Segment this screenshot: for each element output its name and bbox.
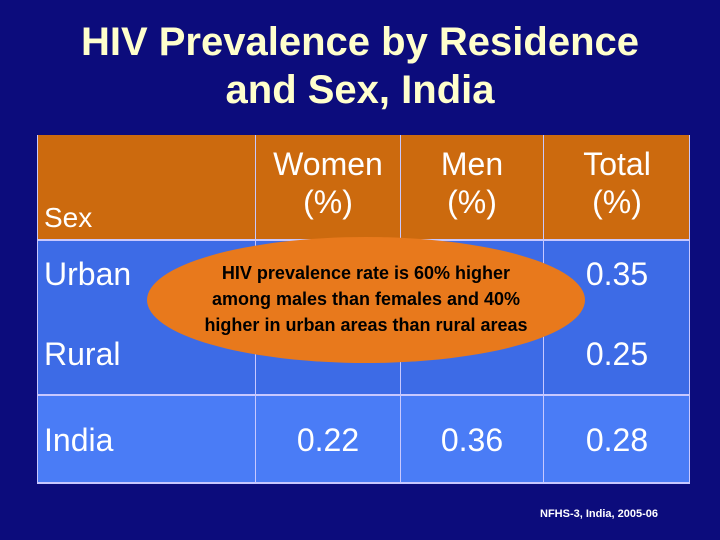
rule	[689, 135, 690, 483]
header-cell: (%)	[447, 184, 497, 220]
callout: HIV prevalence rate is 60% higher among …	[147, 260, 585, 338]
row-label: Rural	[44, 336, 121, 372]
header-cell: Men	[440, 146, 504, 182]
header-cell: Total	[583, 146, 651, 182]
title-line: HIV Prevalence by Residence	[80, 20, 640, 64]
callout-line: higher in urban areas than rural areas	[204, 315, 528, 335]
rule	[37, 482, 690, 484]
header-cell: (%)	[592, 184, 642, 220]
title-line: and Sex, India	[225, 68, 495, 112]
header-cell: Women	[273, 146, 383, 182]
row-label: Urban	[44, 256, 132, 292]
header-row	[37, 135, 690, 240]
rule	[37, 394, 690, 396]
cell: 0.22	[296, 422, 360, 458]
header-cell: (%)	[303, 184, 353, 220]
row-label: India	[44, 422, 114, 458]
cell: 0.25	[585, 336, 649, 372]
callout-line: HIV prevalence rate is 60% higher	[221, 263, 511, 283]
callout-line: among males than females and 40%	[211, 289, 521, 309]
cell: 0.35	[585, 256, 649, 292]
source: NFHS-3, India, 2005-06	[540, 508, 658, 520]
cell: 0.28	[585, 422, 649, 458]
header-cell: Sex	[44, 202, 93, 233]
india-row	[37, 395, 690, 483]
callout-oval	[147, 237, 585, 363]
cell: 0.36	[440, 422, 504, 458]
rule	[37, 135, 38, 483]
